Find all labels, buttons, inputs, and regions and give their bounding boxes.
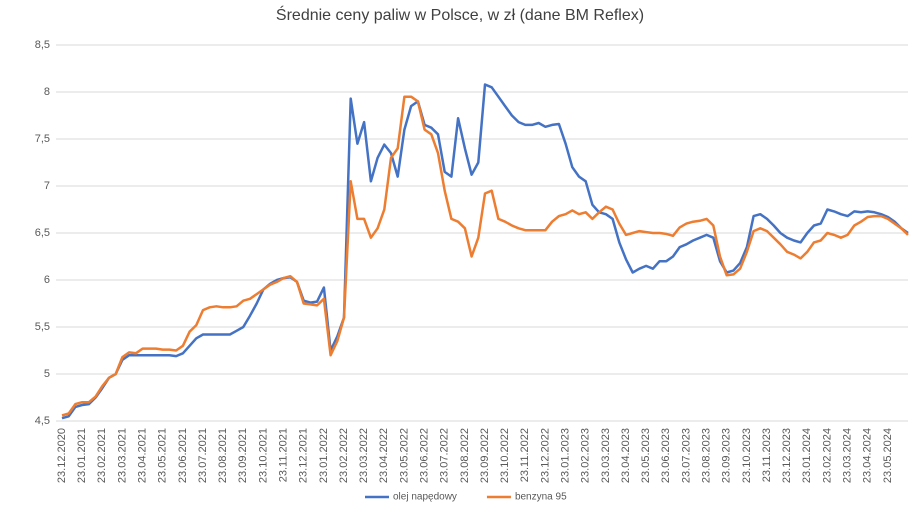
x-tick-label: 23.09.2022 (479, 428, 491, 483)
series-line (61, 95, 909, 417)
x-tick-label: 23.02.2021 (96, 428, 108, 483)
y-tick-label: 6 (44, 274, 50, 286)
x-tick-label: 23.04.2023 (620, 428, 632, 483)
x-tick-label: 23.07.2023 (680, 428, 692, 483)
x-tick-label: 23.07.2021 (197, 428, 209, 483)
x-tick-label: 23.05.2023 (640, 428, 652, 483)
legend-label: olej napędowy (393, 492, 457, 503)
chart-title: Średnie ceny paliw w Polsce, w zł (dane … (276, 5, 644, 24)
x-tick-label: 23.04.2024 (862, 428, 874, 483)
x-tick-label: 23.05.2022 (398, 428, 410, 483)
x-tick-label: 23.03.2021 (116, 428, 128, 483)
x-tick-label: 23.01.2021 (76, 428, 88, 483)
x-tick-label: 23.06.2022 (418, 428, 430, 483)
x-tick-label: 23.11.2022 (519, 428, 531, 482)
y-tick-label: 8 (44, 86, 50, 98)
y-tick-label: 6,5 (35, 227, 50, 239)
x-tick-label: 23.06.2023 (660, 428, 672, 483)
x-tick-label: 23.07.2022 (439, 428, 451, 483)
x-tick-label: 23.12.2022 (539, 428, 551, 483)
x-tick-label: 23.03.2024 (841, 428, 853, 483)
x-tick-label: 23.12.2021 (298, 428, 310, 483)
x-tick-label: 23.02.2022 (338, 428, 350, 483)
y-tick-label: 7,5 (35, 133, 50, 145)
x-tick-label: 23.12.2020 (56, 428, 68, 483)
y-tick-label: 8,5 (35, 39, 50, 51)
x-tick-label: 23.04.2022 (378, 428, 390, 483)
x-tick-label: 23.11.2021 (277, 428, 289, 482)
x-tick-label: 23.10.2022 (499, 428, 511, 483)
y-tick-label: 5,5 (35, 321, 50, 333)
x-tick-label: 23.01.2024 (801, 428, 813, 483)
x-tick-label: 23.01.2023 (559, 428, 571, 483)
x-tick-label: 23.03.2023 (600, 428, 612, 483)
x-tick-label: 23.08.2023 (700, 428, 712, 483)
x-tick-label: 23.12.2023 (781, 428, 793, 483)
x-tick-label: 23.08.2021 (217, 428, 229, 483)
x-tick-label: 23.03.2022 (358, 428, 370, 483)
x-tick-label: 23.09.2021 (237, 428, 249, 483)
x-tick-label: 23.01.2022 (318, 428, 330, 483)
legend-label: benzyna 95 (515, 492, 567, 503)
x-tick-label: 23.10.2021 (257, 428, 269, 483)
x-tick-label: 23.05.2021 (157, 428, 169, 483)
y-tick-label: 4,5 (35, 415, 50, 427)
x-tick-label: 23.11.2023 (761, 428, 773, 482)
y-tick-label: 5 (44, 368, 50, 380)
y-tick-label: 7 (44, 180, 50, 192)
x-tick-label: 23.05.2024 (882, 428, 894, 483)
x-tick-label: 23.02.2023 (580, 428, 592, 483)
x-tick-label: 23.06.2021 (177, 428, 189, 483)
x-tick-label: 23.02.2024 (821, 428, 833, 483)
x-tick-label: 23.10.2023 (741, 428, 753, 483)
x-tick-label: 23.04.2021 (136, 428, 148, 483)
series-line (61, 83, 909, 420)
x-tick-label: 23.09.2023 (721, 428, 733, 483)
x-tick-label: 23.08.2022 (459, 428, 471, 483)
